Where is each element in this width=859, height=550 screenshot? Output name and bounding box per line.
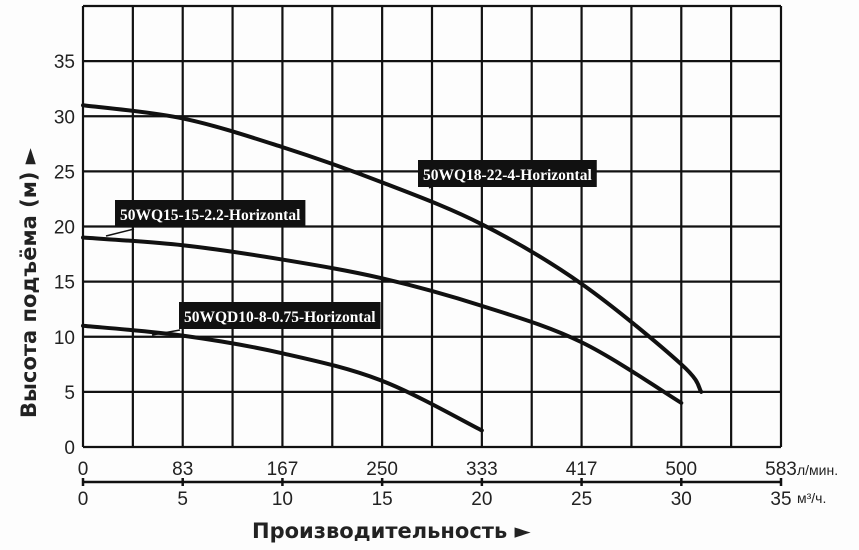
x-tick-label-lpm: 83: [172, 459, 193, 480]
curve-label-background: [418, 160, 597, 187]
x-axis-lpm-unit: л/мин.: [797, 462, 838, 478]
x-tick-label-m3h: 25: [571, 489, 592, 510]
y-tick-label: 25: [54, 162, 75, 183]
chart-grid: [81, 4, 783, 449]
curve-label-background: [179, 302, 381, 329]
x-tick-label-lpm: 0: [78, 459, 89, 480]
label-leader-line: [105, 228, 135, 237]
x-tick-label-m3h: 20: [471, 489, 492, 510]
x-axis-m3h: 0 5 10 15 20 25 30 35: [78, 478, 792, 510]
x-axis-m3h-unit: м³/ч.: [797, 490, 826, 506]
x-tick-label-lpm: 500: [665, 459, 697, 480]
curve-label: 50WQ15-15-2.2-Horizontal: [105, 200, 306, 237]
pump-curve: [81, 323, 484, 433]
curve-label-text: 50WQ15-15-2.2-Horizontal: [120, 207, 301, 224]
x-tick-label-lpm: 167: [267, 459, 299, 480]
pump-curves: [81, 103, 704, 433]
y-tick-label: 30: [54, 107, 75, 128]
x-axis-lpm-ticks: 0 83 167 250 333 417 500 583: [78, 459, 797, 480]
y-tick-label: 35: [54, 52, 75, 73]
x-tick-label-m3h: 10: [272, 489, 293, 510]
y-axis-ticks: 0 5 10 15 20 25 30 35: [54, 52, 75, 459]
x-tick-label-lpm: 417: [566, 459, 598, 480]
x-tick-label-m3h: 0: [78, 489, 89, 510]
x-tick-label-m3h: 35: [770, 489, 791, 510]
y-tick-label: 5: [64, 383, 75, 404]
x-tick-label-m3h: 5: [177, 489, 188, 510]
pump-curve: [81, 235, 684, 405]
curve-label-text: 50WQ18-22-4-Horizontal: [423, 167, 592, 184]
x-tick-label-lpm: 250: [366, 459, 398, 480]
curve-label-text: 50WQD10-8-0.75-Horizontal: [184, 309, 376, 326]
y-tick-label: 15: [54, 273, 75, 294]
curve-label: 50WQD10-8-0.75-Horizontal: [151, 302, 381, 336]
y-tick-label: 20: [54, 218, 75, 239]
y-tick-label: 0: [64, 438, 75, 459]
pump-curve: [81, 103, 704, 394]
curve-label: 50WQ18-22-4-Horizontal: [418, 160, 597, 189]
label-leader-line: [151, 329, 181, 336]
x-tick-label-lpm: 333: [466, 459, 498, 480]
x-tick-label-m3h: 15: [372, 489, 393, 510]
y-axis-title: Высота подъёма (м) ►: [17, 147, 41, 418]
x-tick-label-m3h: 30: [671, 489, 692, 510]
y-tick-label: 10: [54, 328, 75, 349]
curve-label-background: [115, 200, 306, 227]
x-axis-title: Производительность ►: [252, 519, 532, 543]
curve-labels: 50WQ18-22-4-Horizontal 50WQ15-15-2.2-Hori…: [105, 160, 597, 336]
x-tick-label-lpm: 583: [765, 459, 797, 480]
